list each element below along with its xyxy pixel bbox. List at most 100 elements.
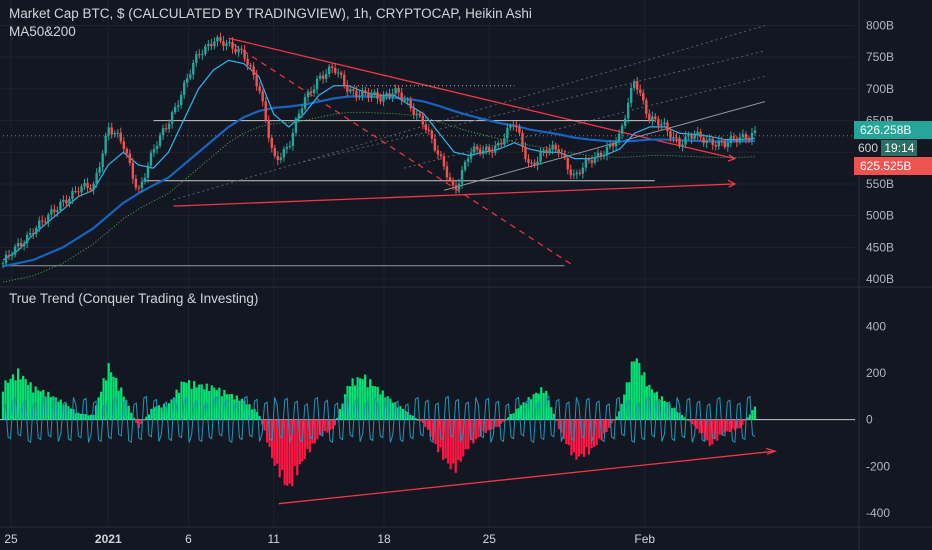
candle-body: [65, 199, 68, 204]
histogram-bar: [328, 419, 332, 431]
histogram-bar: [27, 385, 30, 420]
histogram-bar: [638, 363, 641, 420]
histogram-bar: [555, 419, 558, 422]
candle-body: [324, 73, 328, 79]
candle-body: [89, 188, 92, 190]
histogram-bar: [731, 419, 734, 429]
time-tick-label: 11: [267, 532, 280, 546]
candle-body: [581, 167, 585, 174]
histogram-bar: [4, 380, 7, 420]
candle-body: [388, 93, 391, 97]
histogram-bar: [130, 412, 133, 420]
histogram-bar: [147, 414, 150, 420]
candle-body: [406, 99, 409, 101]
histogram-bar: [265, 419, 269, 443]
candle-body: [50, 209, 53, 215]
histogram-bar: [278, 419, 281, 478]
time-tick-label: 6: [185, 532, 192, 546]
price-tick-label: 450B: [866, 240, 894, 254]
histogram-bar: [520, 405, 523, 420]
candle-body: [343, 74, 346, 86]
histogram-bar: [540, 387, 543, 420]
candle-body: [599, 152, 603, 157]
candle-body: [170, 112, 174, 124]
indicator-arrow: [765, 447, 778, 455]
candle-body: [412, 108, 415, 116]
candle-body: [726, 143, 730, 147]
histogram-bar: [703, 419, 706, 441]
histogram-bar: [286, 419, 289, 486]
candle-body: [391, 93, 394, 97]
candle-body: [750, 132, 754, 141]
histogram-bar: [180, 381, 183, 420]
histogram-bar: [39, 391, 42, 420]
candle-body: [137, 187, 141, 189]
histogram-bar: [457, 419, 460, 460]
histogram-bar: [110, 372, 113, 420]
indicator-tick-label: -400: [866, 506, 890, 520]
histogram-bar: [97, 397, 100, 420]
histogram-bar: [613, 419, 616, 421]
candle-body: [669, 131, 672, 139]
histogram-bar: [323, 419, 327, 432]
candle-body: [16, 243, 20, 247]
histogram-bar: [512, 413, 515, 420]
candle-body: [340, 72, 343, 75]
histogram-bar: [11, 374, 15, 420]
candle-body: [397, 88, 400, 93]
candle-body: [10, 254, 14, 256]
candle-body: [44, 221, 47, 223]
candle-body: [176, 105, 180, 108]
dashed-projection-line: [233, 44, 575, 267]
histogram-bar: [696, 419, 699, 429]
histogram-bar: [336, 417, 339, 420]
axes: 800B750B700B650B600B550B500B450B400B4002…: [4, 19, 894, 546]
histogram-bar: [643, 372, 646, 420]
candle-body: [192, 62, 195, 75]
candle-body: [143, 177, 147, 182]
candle-body: [509, 125, 512, 128]
candle-body: [285, 147, 289, 149]
candle-body: [735, 138, 739, 143]
histogram-bar: [188, 380, 191, 420]
histogram-bar: [9, 378, 12, 420]
candle-body: [189, 74, 192, 79]
candle-body: [140, 181, 144, 188]
ascending-support-line: [173, 183, 735, 207]
candle-body: [252, 66, 255, 76]
histogram-bar: [288, 419, 291, 484]
histogram-bar: [248, 404, 251, 420]
indicator-trendline: [278, 450, 776, 505]
histogram-bar: [736, 419, 739, 429]
histogram-bar: [653, 392, 656, 420]
histogram-bar: [29, 382, 32, 420]
candle-body: [497, 142, 500, 146]
histogram-bar: [708, 419, 711, 446]
histogram-bar: [57, 401, 60, 420]
candle-body: [460, 170, 464, 184]
histogram-bar: [421, 419, 425, 423]
channel-dotted-line: [303, 50, 766, 163]
histogram-bar: [706, 419, 709, 441]
histogram-bar: [298, 419, 301, 465]
histogram-bar: [210, 385, 213, 420]
histogram-bar: [595, 419, 598, 446]
candle-body: [146, 165, 150, 178]
candle-body: [681, 144, 684, 147]
histogram-bar: [276, 419, 279, 464]
histogram-bar: [64, 403, 67, 420]
histogram-bar: [406, 411, 410, 420]
histogram-bar: [675, 411, 679, 420]
candle-body: [678, 138, 681, 147]
candle-body: [264, 101, 267, 121]
low-price-tag: 625.525B: [854, 157, 932, 175]
candle-body: [370, 94, 373, 98]
candle-body: [732, 136, 736, 139]
price-tick-label: 500B: [866, 209, 894, 223]
candle-body: [491, 151, 494, 153]
histogram-bar: [409, 415, 412, 420]
histogram-bar: [132, 417, 135, 420]
histogram-bar: [401, 409, 404, 420]
histogram-bar: [464, 419, 467, 450]
